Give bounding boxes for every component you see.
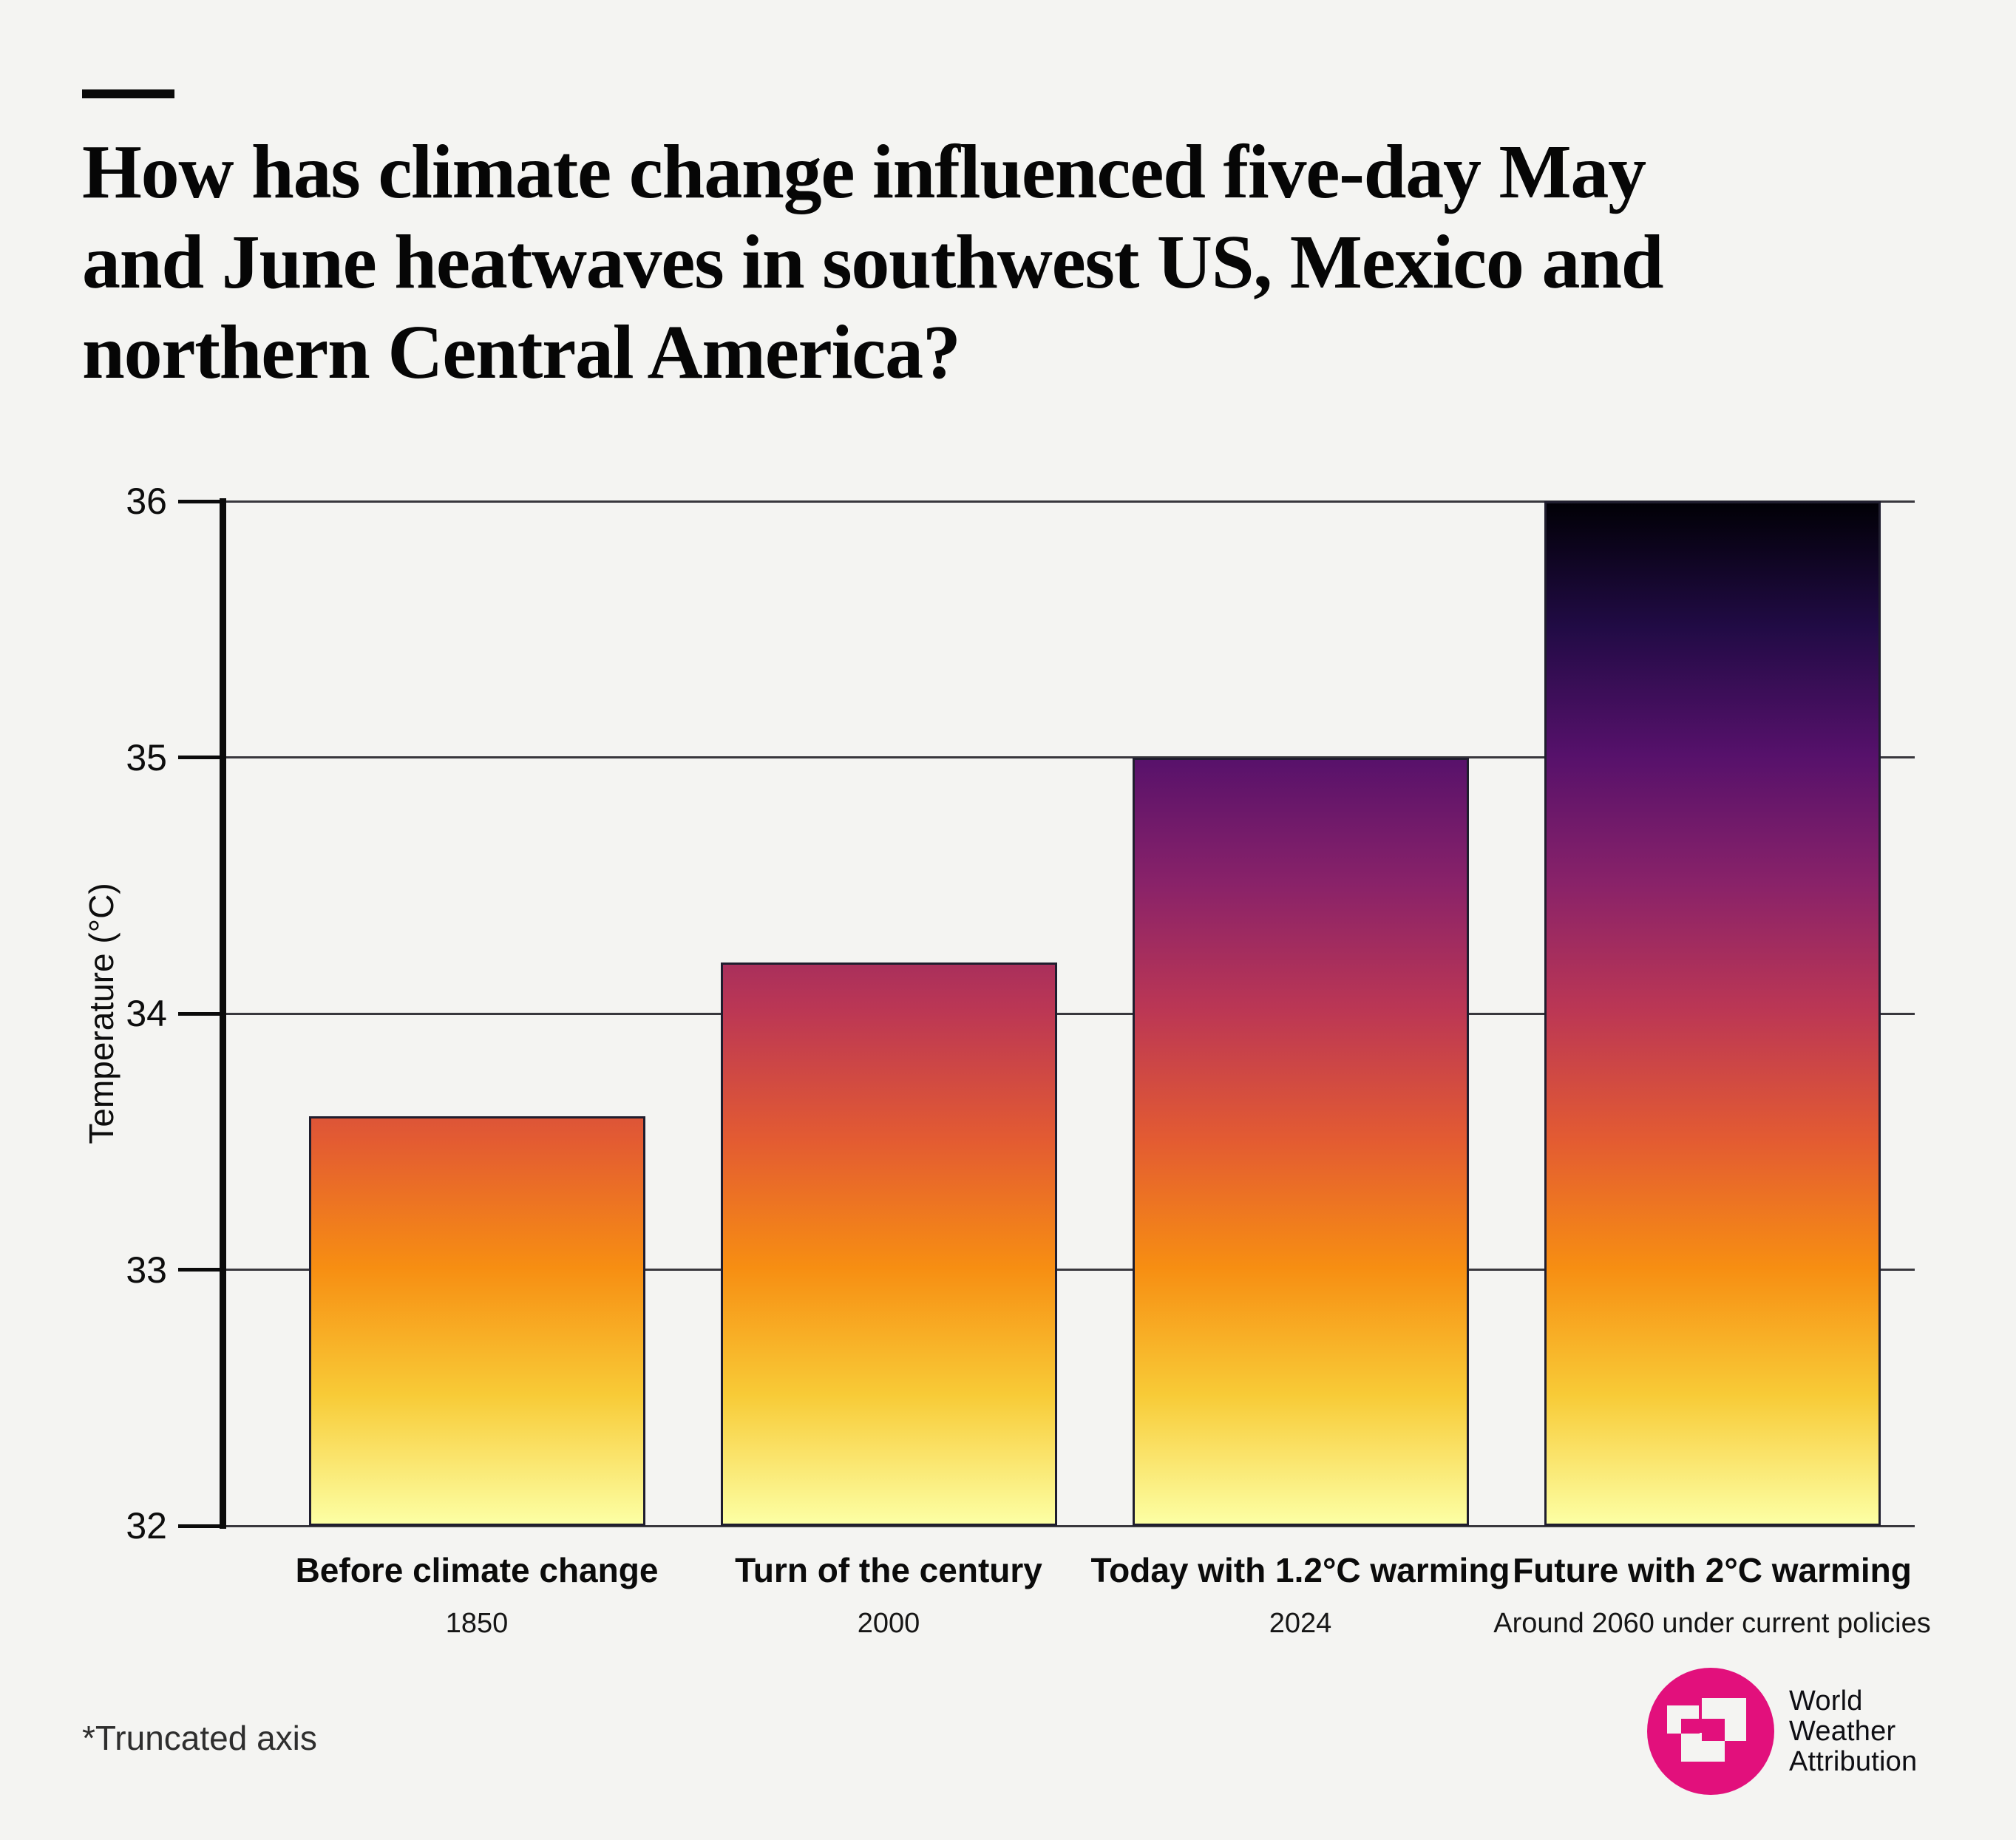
y-tick-label-33: 33 — [126, 1249, 167, 1291]
y-tick-label-35: 35 — [126, 736, 167, 778]
category-sublabel: 2000 — [857, 1608, 920, 1639]
bar-future-2c-warming — [1544, 501, 1881, 1526]
logo-line: Weather — [1789, 1716, 1896, 1747]
wwa-logo-wordmark: World Weather Attribution — [1789, 1686, 1917, 1777]
page-title: How has climate change influenced five-d… — [82, 129, 1664, 395]
x-label-turn-of-the-century: Turn of the century 2000 — [659, 1549, 1118, 1640]
y-tick-32 — [178, 1524, 220, 1528]
y-tick-35 — [178, 756, 220, 759]
gridline-35 — [225, 756, 1915, 758]
gridline-33 — [225, 1269, 1915, 1271]
gridline-32-baseline — [225, 1524, 1915, 1527]
x-label-future-2c-warming: Future with 2°C warming Around 2060 unde… — [1483, 1549, 1941, 1640]
x-label-before-climate-change: Before climate change 1850 — [248, 1549, 706, 1640]
logo-line: Attribution — [1789, 1746, 1918, 1777]
bar-today-1-2c-warming — [1133, 757, 1469, 1526]
x-label-today-1-2c-warming: Today with 1.2°C warming 2024 — [1071, 1549, 1530, 1640]
gridline-34 — [225, 1012, 1915, 1015]
bar-before-climate-change — [309, 1116, 645, 1526]
y-tick-label-34: 34 — [126, 993, 167, 1034]
bar-turn-of-the-century — [721, 962, 1057, 1526]
wwa-logo-icon — [1647, 1668, 1774, 1795]
truncated-axis-footnote: *Truncated axis — [82, 1719, 317, 1757]
category-label: Before climate change — [295, 1551, 659, 1589]
logo-line: World — [1789, 1685, 1863, 1717]
category-sublabel: Around 2060 under current policies — [1493, 1608, 1931, 1639]
y-tick-34 — [178, 1011, 220, 1016]
category-sublabel: 1850 — [445, 1608, 509, 1639]
title-overline-dash — [82, 89, 174, 98]
y-axis-line — [220, 498, 226, 1529]
category-label: Turn of the century — [735, 1551, 1042, 1589]
category-label: Today with 1.2°C warming — [1090, 1551, 1510, 1589]
bar-chart-plot-area: 36 35 34 33 32 — [126, 481, 1915, 1547]
y-tick-33 — [178, 1268, 220, 1272]
gridline-36 — [225, 500, 1915, 503]
y-tick-36 — [178, 499, 220, 503]
category-sublabel: 2024 — [1269, 1608, 1332, 1639]
y-tick-label-36: 36 — [126, 481, 167, 522]
category-label: Future with 2°C warming — [1513, 1551, 1912, 1589]
y-tick-label-32: 32 — [126, 1505, 167, 1547]
